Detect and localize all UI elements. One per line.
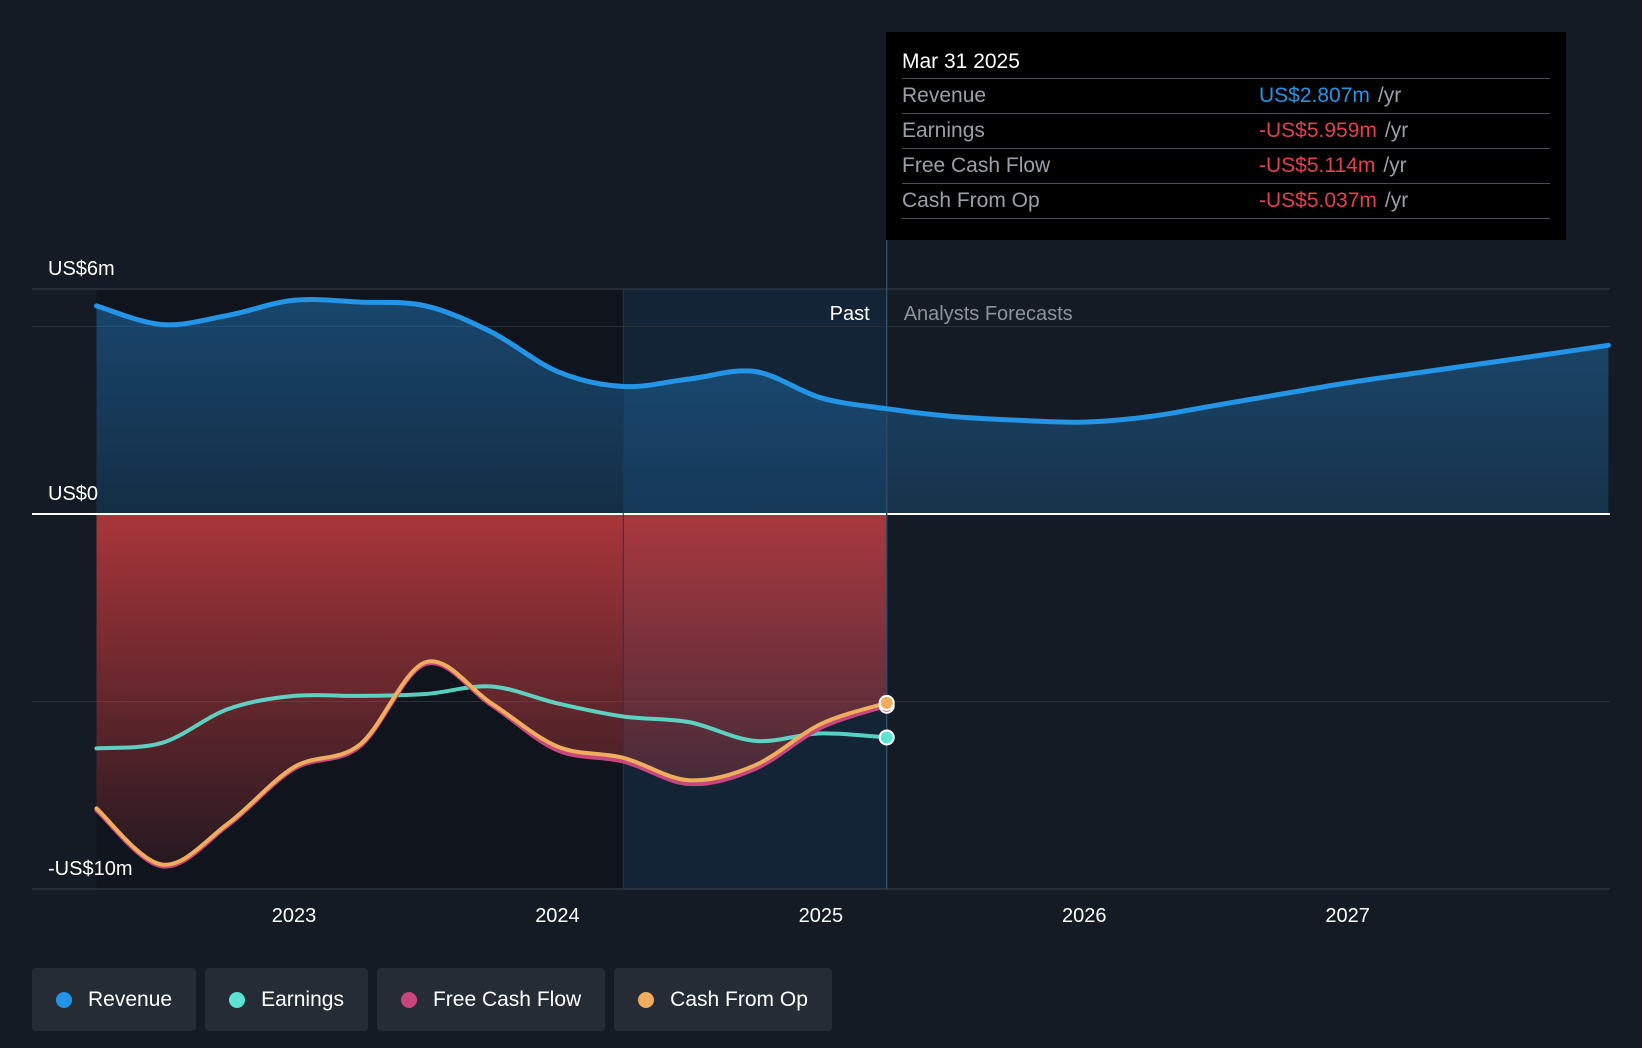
legend-label: Free Cash Flow (432, 987, 582, 1011)
x-tick-label: 2024 (535, 905, 580, 927)
x-tick-label: 2023 (272, 905, 317, 927)
legend-item-cash-from-op[interactable]: Cash From Op (614, 968, 832, 1031)
negative-area (96, 514, 887, 865)
legend-item-earnings[interactable]: Earnings (205, 968, 368, 1031)
legend-dot-icon (400, 991, 417, 1008)
cash-from-op-point (878, 694, 895, 711)
earnings-line (94, 684, 889, 751)
legend-label: Revenue (88, 987, 173, 1011)
tooltip-value: -US$5.114m (1259, 154, 1376, 177)
legend-dot-icon (638, 991, 655, 1008)
tooltip-row-earnings: Earnings -US$5.959m /yr (902, 113, 1550, 148)
tooltip-label: Free Cash Flow (902, 154, 1051, 177)
legend-item-free-cash-flow[interactable]: Free Cash Flow (376, 968, 606, 1031)
tooltip-row-revenue: Revenue US$2.807m /yr (902, 78, 1550, 113)
earnings-point (878, 729, 895, 746)
legend-label: Cash From Op (670, 987, 808, 1011)
tooltip-row-free-cash-flow: Free Cash Flow -US$5.114m /yr (902, 148, 1550, 183)
y-tick-label: -US$10m (48, 858, 132, 880)
tooltip-label: Revenue (902, 84, 987, 107)
tooltip-unit: /yr (1383, 154, 1407, 177)
tooltip-row-cash-from-op: Cash From Op -US$5.037m /yr (902, 183, 1550, 219)
x-tick-label: 2026 (1062, 905, 1107, 927)
legend-label: Earnings (261, 987, 344, 1011)
tooltip-label: Earnings (902, 119, 985, 142)
tooltip-value: US$2.807m (1259, 84, 1370, 107)
x-tick-label: 2025 (799, 905, 844, 927)
tooltip-label: Cash From Op (902, 189, 1040, 212)
tooltip-unit: /yr (1384, 119, 1409, 142)
past-label: Past (830, 303, 870, 325)
legend: Revenue Earnings Free Cash Flow Cash Fro… (32, 968, 832, 1031)
tooltip-unit: /yr (1384, 189, 1409, 212)
revenue-line (94, 297, 1611, 425)
tooltip-unit: /yr (1377, 84, 1402, 107)
tooltip-date: Mar 31 2025 (902, 50, 1020, 73)
legend-item-revenue[interactable]: Revenue (32, 968, 197, 1031)
forecast-label: Analysts Forecasts (904, 303, 1073, 325)
tooltip-value: -US$5.037m (1259, 189, 1377, 212)
legend-dot-icon (229, 991, 246, 1008)
tooltip: Mar 31 2025 Revenue US$2.807m /yr Earnin… (886, 32, 1566, 240)
y-tick-label: US$6m (48, 258, 115, 280)
legend-dot-icon (56, 991, 72, 1008)
cash-from-op-line (94, 659, 889, 867)
revenue-area (96, 299, 1609, 514)
tooltip-value: -US$5.959m (1259, 119, 1377, 142)
x-tick-label: 2027 (1325, 905, 1370, 927)
y-tick-label: US$0 (48, 483, 98, 505)
